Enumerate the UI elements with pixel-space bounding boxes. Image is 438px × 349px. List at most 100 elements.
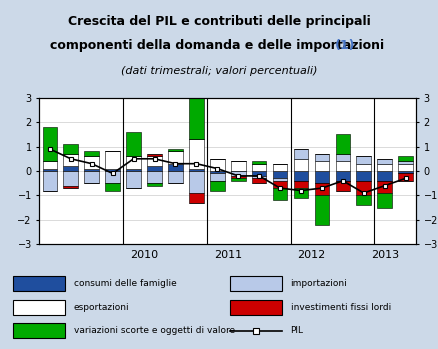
Text: 2011: 2011 xyxy=(214,250,242,260)
Bar xyxy=(105,169,120,171)
Bar xyxy=(231,176,246,178)
Bar xyxy=(189,193,204,203)
Bar xyxy=(105,151,120,169)
Text: (1): (1) xyxy=(335,39,356,52)
FancyBboxPatch shape xyxy=(13,276,65,291)
Bar xyxy=(189,98,204,139)
Bar xyxy=(336,181,350,191)
Text: 2010: 2010 xyxy=(130,250,158,260)
Bar xyxy=(189,171,204,193)
Bar xyxy=(189,169,204,171)
Bar xyxy=(378,159,392,164)
Bar xyxy=(189,139,204,169)
Bar xyxy=(378,164,392,171)
Text: variazioni scorte e oggetti di valore: variazioni scorte e oggetti di valore xyxy=(74,326,235,335)
Bar xyxy=(336,134,350,154)
Bar xyxy=(147,166,162,171)
Bar xyxy=(314,183,329,195)
Bar xyxy=(85,171,99,183)
Bar xyxy=(64,186,78,188)
Bar xyxy=(398,173,413,181)
Text: importazioni: importazioni xyxy=(290,279,347,288)
Bar xyxy=(273,164,287,171)
Bar xyxy=(64,144,78,154)
Bar xyxy=(126,169,141,171)
Bar xyxy=(336,161,350,171)
Bar xyxy=(147,156,162,166)
Bar xyxy=(42,169,57,171)
Bar xyxy=(42,127,57,161)
Bar xyxy=(126,132,141,156)
Text: 2012: 2012 xyxy=(297,250,325,260)
Text: consumi delle famiglie: consumi delle famiglie xyxy=(74,279,177,288)
Bar xyxy=(231,178,246,181)
Bar xyxy=(293,171,308,181)
Bar xyxy=(231,161,246,171)
Bar xyxy=(273,171,287,178)
Bar xyxy=(64,166,78,171)
Bar xyxy=(168,171,183,183)
Bar xyxy=(378,193,392,208)
Bar xyxy=(126,156,141,169)
Bar xyxy=(293,181,308,188)
Bar xyxy=(378,171,392,181)
FancyBboxPatch shape xyxy=(13,323,65,338)
Bar xyxy=(64,171,78,186)
Bar xyxy=(210,181,225,191)
Bar xyxy=(357,195,371,205)
Bar xyxy=(273,181,287,188)
FancyBboxPatch shape xyxy=(230,299,282,315)
Bar xyxy=(314,195,329,225)
Bar xyxy=(168,164,183,171)
Bar xyxy=(231,171,246,176)
Bar xyxy=(273,178,287,181)
Bar xyxy=(357,181,371,195)
Bar xyxy=(357,164,371,171)
Bar xyxy=(126,171,141,188)
Text: PIL: PIL xyxy=(290,326,304,335)
Bar xyxy=(398,164,413,171)
Text: 2013: 2013 xyxy=(371,250,399,260)
Bar xyxy=(293,159,308,171)
Bar xyxy=(314,154,329,161)
Bar xyxy=(210,171,225,173)
Bar xyxy=(293,149,308,159)
Bar xyxy=(168,149,183,151)
Bar xyxy=(168,151,183,164)
Bar xyxy=(64,154,78,166)
Bar xyxy=(398,156,413,161)
Bar xyxy=(357,171,371,181)
Bar xyxy=(147,183,162,186)
Bar xyxy=(378,181,392,193)
Bar xyxy=(105,171,120,183)
Bar xyxy=(398,171,413,173)
Bar xyxy=(252,176,266,178)
Bar xyxy=(252,178,266,183)
Text: esportazioni: esportazioni xyxy=(74,303,129,312)
Bar xyxy=(105,183,120,191)
Bar xyxy=(293,188,308,198)
Bar xyxy=(314,171,329,183)
Bar xyxy=(357,156,371,164)
Bar xyxy=(147,171,162,183)
Bar xyxy=(42,161,57,169)
Bar xyxy=(85,169,99,171)
Bar xyxy=(252,164,266,171)
Text: componenti della domanda e delle importazioni: componenti della domanda e delle importa… xyxy=(50,39,388,52)
Bar xyxy=(336,171,350,181)
Bar xyxy=(210,159,225,171)
Bar xyxy=(42,171,57,191)
Bar xyxy=(252,171,266,176)
Bar xyxy=(85,156,99,169)
Text: (dati trimestrali; valori percentuali): (dati trimestrali; valori percentuali) xyxy=(121,66,317,76)
Bar xyxy=(273,188,287,200)
Bar xyxy=(314,161,329,171)
Text: Crescita del PIL e contributi delle principali: Crescita del PIL e contributi delle prin… xyxy=(67,15,371,28)
Bar xyxy=(336,154,350,161)
Bar xyxy=(398,161,413,164)
Bar xyxy=(210,173,225,181)
FancyBboxPatch shape xyxy=(230,276,282,291)
Bar xyxy=(147,154,162,156)
Bar xyxy=(252,161,266,164)
Text: investimenti fissi lordi: investimenti fissi lordi xyxy=(290,303,391,312)
